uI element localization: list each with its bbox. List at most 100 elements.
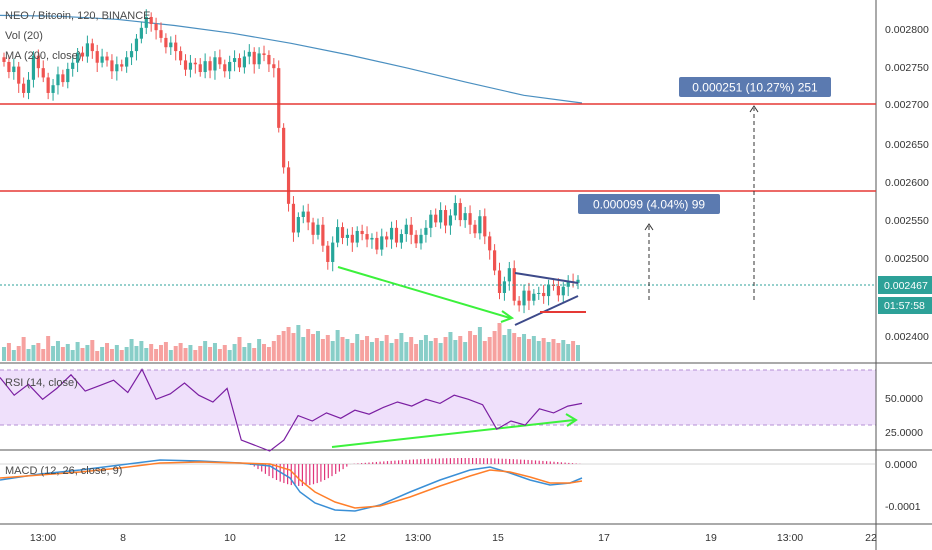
- countdown-badge: 01:57:58: [878, 297, 932, 314]
- time-axis[interactable]: 13:00 8 10 12 13:00 15 17 19 13:00 22: [30, 532, 877, 544]
- triangle-lower-trendline[interactable]: [514, 295, 579, 326]
- candle-body: [272, 64, 276, 69]
- candle-body: [532, 293, 536, 301]
- rsi-divergence-arrow[interactable]: [331, 413, 578, 448]
- candle-body: [443, 210, 448, 226]
- macd-hist-bar: [364, 462, 366, 464]
- volume-bar: [276, 335, 281, 361]
- macd-hist-bar: [494, 458, 496, 464]
- volume-bar: [472, 335, 477, 361]
- candle-body: [120, 64, 124, 67]
- rsi-legend[interactable]: RSI (14, close): [5, 377, 78, 389]
- volume-legend[interactable]: Vol (20): [5, 30, 43, 42]
- macd-hist-bar: [253, 464, 255, 467]
- volume-bar: [100, 347, 105, 361]
- candle-body: [365, 234, 369, 240]
- macd-hist-bar: [472, 458, 474, 464]
- candle-body: [355, 230, 359, 243]
- volume-bar: [247, 343, 252, 361]
- macd-legend[interactable]: MACD (12, 26, close, 9): [5, 465, 122, 477]
- candle-body: [203, 61, 207, 73]
- candle-body: [512, 268, 516, 301]
- target1-label[interactable]: 0.000099 (4.04%) 99: [578, 194, 720, 214]
- volume-bar: [217, 349, 222, 361]
- volume-bar: [212, 343, 217, 361]
- volume-bar: [306, 329, 311, 361]
- candle-body: [375, 237, 379, 250]
- macd-hist-bar: [287, 464, 289, 485]
- candle-body: [213, 57, 217, 71]
- price-axis[interactable]: 0.002800 0.002750 0.002700 0.002650 0.00…: [885, 24, 929, 343]
- volume-bar: [129, 339, 134, 361]
- volume-bar: [350, 343, 355, 361]
- candle-body: [105, 56, 109, 61]
- price-tick: 0.002650: [885, 139, 929, 151]
- volume-bar: [291, 333, 296, 361]
- rsi-line: [0, 368, 583, 452]
- volume-bar: [551, 339, 556, 361]
- candle-body: [316, 224, 320, 235]
- volume-bar: [345, 339, 350, 361]
- macd-hist-bar: [342, 464, 344, 470]
- candle-body: [404, 224, 408, 235]
- macd-hist-bar: [534, 460, 537, 464]
- macd-hist-bar: [257, 464, 259, 470]
- ma-legend[interactable]: MA (200, close): [5, 50, 81, 62]
- candle-body: [125, 57, 129, 67]
- macd-hist-bar: [483, 458, 485, 464]
- macd-hist-bar: [305, 464, 307, 486]
- candle-body: [556, 286, 560, 296]
- price-divergence-arrow[interactable]: [337, 266, 515, 323]
- candle-body: [22, 83, 26, 93]
- macd-hist-bar: [357, 463, 359, 464]
- candle-body: [419, 234, 423, 244]
- symbol-title[interactable]: NEO / Bitcoin, 120, BINANCE: [5, 10, 151, 22]
- target2-label[interactable]: 0.000251 (10.27%) 251: [679, 77, 831, 97]
- candles[interactable]: [2, 9, 580, 314]
- target1-measure-arrow[interactable]: [644, 223, 654, 300]
- volume-bar: [497, 323, 502, 361]
- macd-hist-bar: [298, 464, 300, 486]
- volume-bar: [262, 344, 267, 361]
- macd-hist-bar: [331, 464, 333, 477]
- volume-bar: [16, 346, 21, 361]
- candle-body: [424, 227, 428, 235]
- volume-bar: [198, 346, 203, 361]
- volume-bar: [423, 335, 428, 361]
- candle-body: [31, 55, 36, 80]
- macd-hist-bar: [320, 464, 322, 482]
- macd-hist-bar: [290, 464, 292, 486]
- volume-bar: [453, 340, 458, 361]
- triangle-pattern[interactable]: [514, 272, 586, 326]
- time-tick: 10: [224, 532, 236, 544]
- macd-hist-bar: [560, 462, 562, 464]
- candle-body: [370, 237, 374, 240]
- macd-hist-bar: [571, 463, 574, 464]
- volume-bar: [394, 339, 399, 361]
- volume-bar: [477, 327, 482, 361]
- target2-measure-arrow[interactable]: [749, 105, 759, 300]
- candle-body: [453, 203, 457, 216]
- macd-hist-bar: [394, 460, 396, 464]
- candle-body: [71, 62, 75, 69]
- price-tick: 0.002400: [885, 331, 929, 343]
- volume-bar: [414, 344, 419, 361]
- volume-bar: [517, 337, 522, 361]
- candle-body: [51, 85, 55, 93]
- macd-hist-bar: [398, 460, 400, 464]
- rsi-band: [0, 370, 876, 425]
- macd-hist-bar: [427, 458, 429, 464]
- volume-bar: [75, 342, 80, 361]
- volume-bar: [90, 340, 95, 361]
- volume-bar: [546, 342, 551, 361]
- triangle-upper-trendline[interactable]: [514, 272, 579, 284]
- volume-bar: [389, 343, 394, 361]
- time-tick: 8: [120, 532, 126, 544]
- volume-bar: [173, 346, 178, 361]
- macd-hist-bar: [420, 459, 422, 464]
- ma200-line: [0, 14, 583, 104]
- volume-bar: [522, 334, 527, 361]
- macd-hist-bar: [460, 458, 463, 464]
- macd-hist-bar: [509, 458, 511, 464]
